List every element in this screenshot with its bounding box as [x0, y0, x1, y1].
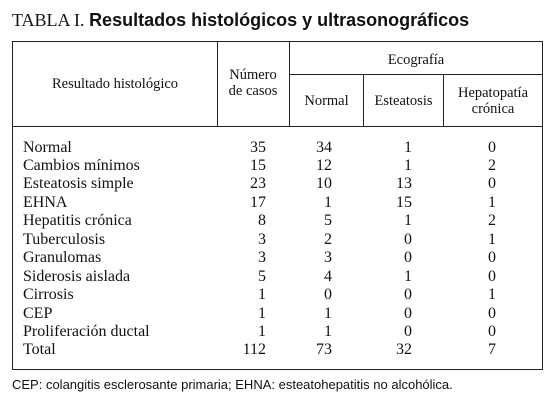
- row-normal: 0: [324, 286, 332, 304]
- row-esteatosis: 15: [396, 193, 412, 211]
- row-esteatosis: 0: [404, 249, 412, 267]
- row-label: EHNA: [23, 193, 68, 211]
- row-hepatopatia: 0: [488, 323, 496, 340]
- row-hepatopatia: 1: [488, 286, 496, 304]
- row-esteatosis: 1: [404, 138, 412, 156]
- col-divider-1: [217, 42, 218, 126]
- row-label: CEP: [23, 304, 53, 322]
- row-esteatosis: 1: [404, 212, 412, 230]
- row-hepatopatia: 0: [488, 304, 496, 322]
- table-number: TABLA I.: [12, 10, 85, 30]
- row-label: Total: [23, 341, 56, 359]
- col-divider-3: [363, 74, 364, 126]
- row-casos: 23: [250, 175, 266, 193]
- row-label: Granulomas: [23, 249, 102, 267]
- row-esteatosis: 0: [404, 230, 412, 248]
- row-casos: 1: [258, 304, 266, 322]
- row-hepatopatia: 0: [488, 138, 496, 156]
- row-normal: 5: [324, 212, 332, 230]
- header-bottom-rule: [13, 126, 542, 127]
- row-esteatosis: 1: [404, 267, 412, 285]
- row-casos: 1: [258, 286, 266, 304]
- row-hepatopatia: 2: [488, 212, 496, 230]
- row-label: Normal: [23, 138, 72, 156]
- row-label: Esteatosis simple: [23, 175, 134, 193]
- row-normal: 10: [316, 175, 332, 193]
- row-normal: 12: [316, 156, 332, 174]
- row-casos: 15: [250, 156, 266, 174]
- row-casos: 5: [258, 267, 266, 285]
- header-numero: Número de casos: [228, 67, 278, 99]
- row-hepatopatia: 0: [488, 175, 496, 193]
- row-hepatopatia: 0: [488, 249, 496, 267]
- row-casos: 112: [242, 341, 266, 359]
- table-caption: Resultados histológicos y ultrasonográfi…: [89, 10, 470, 30]
- row-normal: 4: [324, 267, 332, 285]
- row-hepatopatia: 0: [488, 267, 496, 285]
- row-hepatopatia: 2: [488, 156, 496, 174]
- row-label: Cambios mínimos: [23, 156, 140, 174]
- row-casos: 35: [250, 138, 266, 156]
- header-esteatosis: Esteatosis: [374, 93, 433, 109]
- row-esteatosis: 0: [404, 286, 412, 304]
- col-divider-2: [289, 42, 290, 126]
- row-normal: 1: [324, 323, 332, 340]
- header-ecografia: Ecografía: [387, 52, 445, 68]
- row-esteatosis: 1: [404, 156, 412, 174]
- row-label: Cirrosis: [23, 286, 74, 304]
- header-hepatopatia: Hepatopatía crónica: [457, 85, 529, 117]
- row-casos: 1: [258, 323, 266, 340]
- footnote: CEP: colangitis esclerosante primaria; E…: [12, 377, 453, 392]
- row-label: Tuberculosis: [23, 230, 106, 248]
- row-esteatosis: 13: [396, 175, 412, 193]
- row-normal: 1: [324, 193, 332, 211]
- ecografia-rule: [289, 74, 542, 75]
- row-label: Hepatitis crónica: [23, 212, 132, 230]
- row-hepatopatia: 1: [488, 230, 496, 248]
- row-esteatosis: 0: [404, 304, 412, 322]
- row-hepatopatia: 1: [488, 193, 496, 211]
- row-normal: 1: [324, 304, 332, 322]
- header-normal: Normal: [304, 93, 349, 109]
- col-divider-4: [443, 74, 444, 126]
- row-casos: 3: [258, 230, 266, 248]
- row-normal: 2: [324, 230, 332, 248]
- row-casos: 17: [250, 193, 266, 211]
- row-label: Siderosis aislada: [23, 267, 131, 285]
- row-normal: 34: [316, 138, 332, 156]
- row-hepatopatia: 7: [488, 341, 496, 359]
- row-normal: 3: [324, 249, 332, 267]
- row-esteatosis: 32: [396, 341, 412, 359]
- row-casos: 8: [258, 212, 266, 230]
- row-normal: 73: [316, 341, 332, 359]
- header-resultado: Resultado histológico: [51, 76, 179, 92]
- row-casos: 3: [258, 249, 266, 267]
- table-title: TABLA I. Resultados histológicos y ultra…: [12, 8, 469, 32]
- row-esteatosis: 0: [404, 323, 412, 340]
- row-label: Proliferación ductal: [23, 323, 150, 340]
- data-table: Resultado histológico Número de casos Ec…: [12, 41, 543, 370]
